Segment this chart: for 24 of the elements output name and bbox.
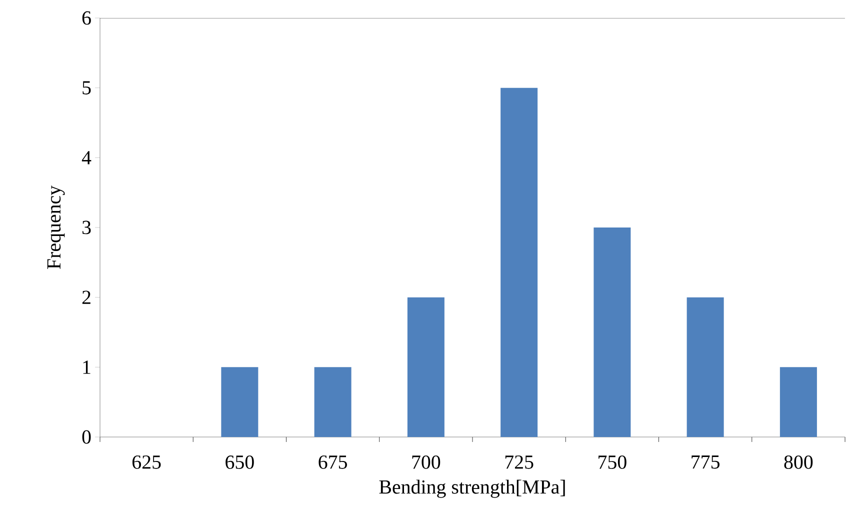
y-tick-label: 6 xyxy=(82,11,91,25)
y-axis-title: Frequency xyxy=(47,186,65,269)
bar xyxy=(780,367,817,437)
x-tick-label: 700 xyxy=(412,455,440,469)
x-tick-label: 725 xyxy=(505,455,534,469)
y-tick-label: 0 xyxy=(82,430,91,444)
bar xyxy=(221,367,258,437)
bar xyxy=(314,367,352,437)
x-tick-label: 675 xyxy=(318,455,347,469)
bar xyxy=(500,88,538,437)
x-axis-title: Bending strength[MPa] xyxy=(379,480,565,498)
x-tick-label: 625 xyxy=(132,455,161,469)
x-tick-label: 800 xyxy=(784,455,813,469)
x-tick-label: 750 xyxy=(598,455,626,469)
x-tick-label: 650 xyxy=(226,455,254,469)
y-tick-label: 2 xyxy=(82,290,90,304)
bar xyxy=(594,228,631,437)
y-tick-label: 1 xyxy=(83,360,90,374)
y-tick-label: 5 xyxy=(82,81,91,94)
bar xyxy=(407,297,444,437)
y-tick-label: 4 xyxy=(82,151,92,164)
x-tick-label: 775 xyxy=(692,455,720,469)
bar xyxy=(686,297,724,437)
y-tick-label: 3 xyxy=(82,220,91,234)
